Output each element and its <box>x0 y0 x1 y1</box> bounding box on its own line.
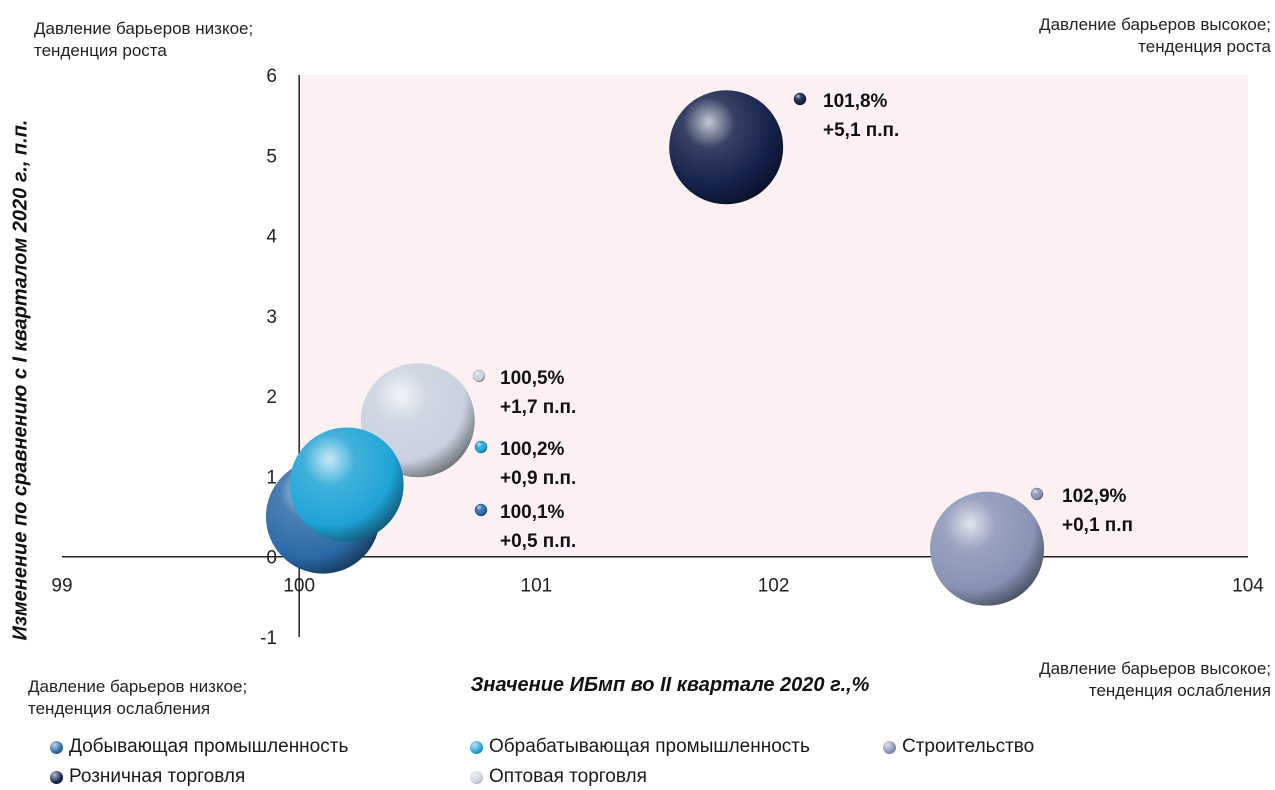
legend-label: Строительство <box>902 736 1035 757</box>
legend-item-retail: Розничная торговля <box>50 766 245 788</box>
corner-label-line: тенденция роста <box>1138 37 1271 56</box>
y-tick-label: 2 <box>266 387 277 408</box>
corner-label-line: Давление барьеров высокое; <box>1039 659 1271 678</box>
annotation-marker-retail <box>793 92 807 106</box>
y-tick-label: 4 <box>266 227 277 248</box>
data-label-retail: +5,1 п.п. <box>823 120 899 141</box>
legend-marker <box>470 740 483 754</box>
corner-label-line: Давление барьеров низкое; <box>34 19 254 38</box>
legend-item-wholesale: Оптовая торговля <box>470 766 647 788</box>
bubble-retail <box>669 90 784 205</box>
data-label-retail: 101,8% <box>823 91 888 112</box>
bubbles <box>265 90 1045 606</box>
legend-marker <box>50 770 63 784</box>
x-tick-label: 101 <box>521 576 553 597</box>
legend-item-manufacturing: Обрабатывающая промышленность <box>470 736 810 758</box>
corner-label-bottom-left: Давление барьеров низкое; тенденция осла… <box>28 676 247 720</box>
y-axis-label-wrap: Изменение по сравнению с I кварталом 202… <box>6 95 36 665</box>
data-label-construction: 102,9% <box>1062 486 1127 507</box>
bubble-manufacturing <box>289 427 404 542</box>
y-tick-label: 5 <box>266 146 277 167</box>
x-tick-label: 104 <box>1232 576 1264 597</box>
corner-label-line: тенденция роста <box>34 41 167 60</box>
annotation-marker-manufacturing <box>474 440 488 454</box>
y-tick-label: 6 <box>266 66 277 87</box>
data-label-mining: 100,1% <box>500 502 565 523</box>
legend-marker <box>50 740 63 754</box>
data-label-manufacturing: 100,2% <box>500 439 565 460</box>
corner-label-top-left: Давление барьеров низкое; тенденция рост… <box>34 18 253 62</box>
annotations: 100,1% +0,5 п.п. 100,2% +0,9 п.п. 102,9% +0,1… <box>472 91 1133 552</box>
corner-label-line: тенденция ослабления <box>1088 681 1271 700</box>
x-tick-label: 99 <box>51 576 72 597</box>
legend-label: Обрабатывающая промышленность <box>489 736 810 757</box>
annotation-marker-mining <box>474 503 488 517</box>
x-tick-label: 100 <box>283 576 315 597</box>
corner-label-line: Давление барьеров высокое; <box>1039 15 1271 34</box>
annotation-marker-wholesale <box>472 369 486 383</box>
corner-label-top-right: Давление барьеров высокое; тенденция рос… <box>1039 14 1271 58</box>
y-tick-label: -1 <box>260 628 277 649</box>
x-tick-label: 102 <box>758 576 790 597</box>
data-label-wholesale: 100,5% <box>500 368 565 389</box>
bubble-construction <box>930 491 1045 606</box>
legend-label: Оптовая торговля <box>489 766 647 787</box>
legend-marker <box>470 770 483 784</box>
corner-label-line: Давление барьеров низкое; <box>28 677 248 696</box>
data-label-mining: +0,5 п.п. <box>500 531 576 552</box>
data-label-wholesale: +1,7 п.п. <box>500 397 576 418</box>
legend-marker <box>883 740 896 754</box>
y-tick-label: 1 <box>266 467 277 488</box>
legend-item-construction: Строительство <box>883 736 1034 758</box>
data-label-construction: +0,1 п.п <box>1062 515 1133 536</box>
data-label-manufacturing: +0,9 п.п. <box>500 468 576 489</box>
legend-label: Розничная торговля <box>69 766 246 787</box>
x-axis-label: Значение ИБмп во II квартале 2020 г.,% <box>470 674 870 696</box>
y-axis-label: Изменение по сравнению с I кварталом 202… <box>9 119 32 641</box>
legend-label: Добывающая промышленность <box>69 736 349 757</box>
annotation-marker-construction <box>1030 487 1044 501</box>
legend-item-mining: Добывающая промышленность <box>50 736 348 758</box>
corner-label-bottom-right: Давление барьеров высокое; тенденция осл… <box>1039 658 1271 702</box>
corner-label-line: тенденция ослабления <box>28 699 211 718</box>
y-tick-label: 3 <box>266 307 277 328</box>
y-tick-label: 0 <box>266 548 277 569</box>
